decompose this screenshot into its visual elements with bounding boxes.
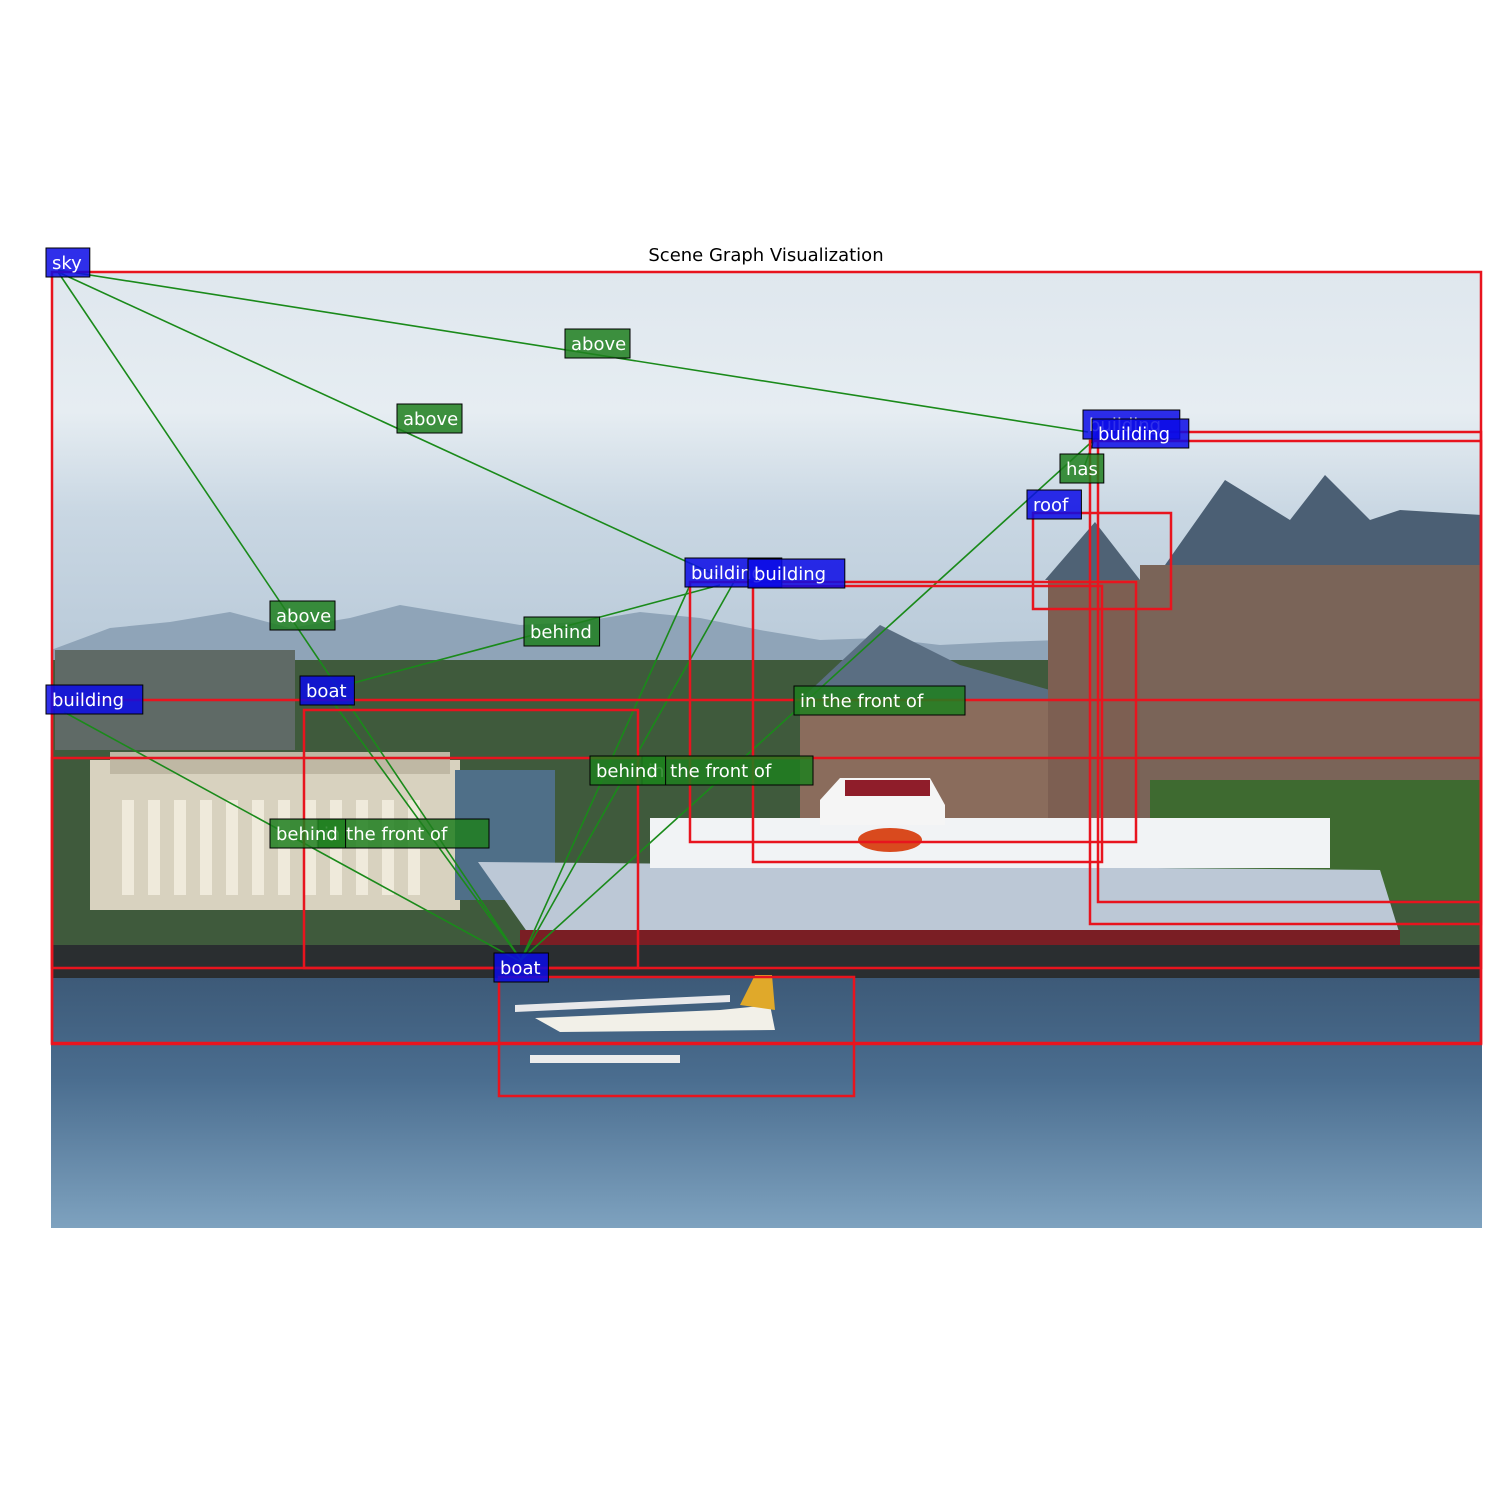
svg-text:above: above (571, 334, 626, 355)
relation-label-boat-behind-building-mid: behind (523, 616, 601, 647)
tower (1048, 580, 1140, 830)
svg-text:above: above (403, 409, 458, 430)
node-label-boat-bottom: boat (493, 952, 549, 983)
lifeboat (858, 828, 922, 852)
relation-edge-2 (57, 271, 721, 578)
svg-text:behind: behind (596, 761, 658, 782)
seaplane-floats (530, 1055, 680, 1063)
node-label-roof: roof (1026, 489, 1082, 520)
svg-text:building: building (754, 564, 826, 585)
scene-photo (51, 272, 1482, 1230)
node-label-building-right-b: building (1091, 418, 1190, 449)
svg-text:boat: boat (306, 681, 347, 702)
svg-text:behind: behind (276, 824, 338, 845)
node-label-building-left: building (45, 684, 144, 715)
ferry-funnel-band (845, 780, 930, 796)
node-label-sky: sky (45, 247, 91, 278)
svg-text:sky: sky (52, 253, 82, 274)
relation-label-sky-above-building-right: above (564, 328, 631, 359)
seaplane-wing (515, 995, 730, 1012)
svg-text:in the front of: in the front of (800, 691, 924, 712)
image-frame-white-band (51, 1228, 1482, 1230)
svg-text:in the front of: in the front of (324, 824, 448, 845)
svg-text:building: building (1098, 424, 1170, 445)
chart-title: Scene Graph Visualization (648, 245, 884, 266)
relation-label-boat-front-building-mid: in the front of (641, 755, 814, 786)
bounding-box-boat-bottom (497, 975, 856, 1098)
bounding-box-building-mid-b (751, 584, 1104, 864)
node-label-boat-top: boat (299, 675, 355, 706)
svg-text:behind: behind (530, 622, 592, 643)
dock (51, 945, 1482, 980)
svg-text:in the front of: in the front of (648, 761, 772, 782)
svg-text:above: above (276, 606, 331, 627)
relation-label-sky-above-building-mid: above (396, 403, 463, 434)
relation-label-boat-front-building-right: in the front of (793, 685, 966, 716)
museum-roof (110, 752, 450, 774)
svg-text:building: building (691, 563, 763, 584)
relation-label-sky-above-boat: above (269, 600, 336, 631)
ferry-hull (478, 862, 1400, 950)
seaplane-tail (740, 975, 775, 1010)
svg-text:building: building (52, 690, 124, 711)
hotel-roof-right (1165, 475, 1482, 570)
relation-label-building-behind-boat: behind (269, 818, 347, 849)
relation-label-building-front-boat: in the front of (317, 818, 490, 849)
svg-text:roof: roof (1033, 495, 1069, 516)
ferry-hull-stripe (520, 930, 1400, 948)
node-label-building-mid-b: building (747, 558, 846, 589)
svg-text:has: has (1066, 459, 1098, 480)
tower-roof (1045, 522, 1140, 580)
relation-label-building-has-roof: has (1059, 453, 1105, 484)
bounding-box-building-mid-a (688, 580, 1138, 844)
bounding-box-building-right-b (1088, 439, 1483, 926)
svg-text:boat: boat (500, 958, 541, 979)
relation-label-boat-behind-building-mid-2: behind (589, 755, 667, 786)
seaplane-fuselage (535, 1005, 775, 1032)
